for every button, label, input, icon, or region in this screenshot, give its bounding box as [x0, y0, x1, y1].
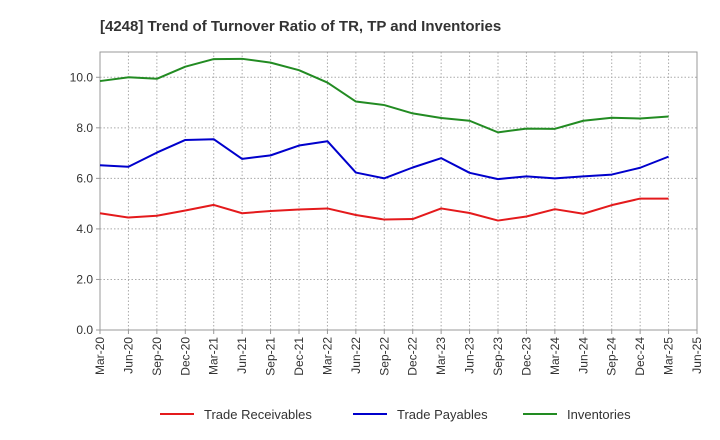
chart-title: [4248] Trend of Turnover Ratio of TR, TP…	[100, 18, 501, 35]
x-tick-label: Sep-23	[491, 337, 505, 376]
x-tick-label: Dec-24	[633, 337, 647, 376]
y-tick-label: 8.0	[76, 121, 93, 135]
x-tick-label: Sep-20	[150, 337, 164, 376]
y-axis: 0.0 2.0 4.0 6.0 8.0 10.0	[70, 70, 100, 337]
x-tick-label: Sep-24	[605, 337, 619, 376]
plot-area-frame	[99, 51, 698, 331]
y-tick-label: 6.0	[76, 171, 93, 185]
x-tick-label: Dec-23	[519, 337, 533, 376]
x-tick-label: Mar-23	[434, 337, 448, 375]
x-tick-label: Dec-22	[406, 337, 420, 376]
x-tick-label: Jun-20	[121, 337, 135, 374]
x-tick-label: Mar-21	[207, 337, 221, 375]
x-tick-label: Mar-25	[662, 337, 676, 375]
legend-label-trade-receivables: Trade Receivables	[204, 407, 312, 422]
x-tick-label: Mar-24	[548, 337, 562, 375]
x-tick-label: Dec-20	[178, 337, 192, 376]
legend-label-inventories: Inventories	[567, 407, 631, 422]
x-tick-label: Jun-21	[235, 337, 249, 374]
series-lines	[99, 57, 669, 222]
x-axis: Mar-20 Jun-20 Sep-20 Dec-20 Mar-21 Jun-21 Sep-…	[93, 330, 704, 376]
grid	[100, 52, 697, 330]
x-tick-label: Jun-22	[349, 337, 363, 374]
y-tick-label: 4.0	[76, 222, 93, 236]
y-tick-label: 2.0	[76, 272, 93, 286]
x-tick-label: Mar-20	[93, 337, 107, 375]
x-tick-label: Sep-22	[377, 337, 391, 376]
series-line-inventories	[99, 57, 669, 134]
x-tick-label: Jun-25	[690, 337, 704, 374]
x-tick-label: Dec-21	[292, 337, 306, 376]
x-tick-label: Mar-22	[320, 337, 334, 375]
x-tick-label: Jun-23	[463, 337, 477, 374]
x-tick-label: Sep-21	[264, 337, 278, 376]
y-tick-label: 10.0	[70, 70, 94, 84]
legend: Trade Receivables Trade Payables Inventori…	[160, 407, 631, 422]
series-line-trade-receivables	[99, 197, 669, 222]
x-tick-label: Jun-24	[576, 337, 590, 374]
y-tick-label: 0.0	[76, 323, 93, 337]
legend-label-trade-payables: Trade Payables	[397, 407, 488, 422]
series-line-trade-payables	[99, 138, 669, 181]
